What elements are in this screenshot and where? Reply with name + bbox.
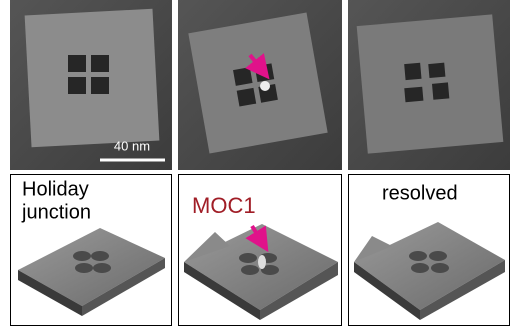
panel-label: Holiday xyxy=(22,178,89,200)
panel-label: MOC1 xyxy=(192,193,256,218)
afm-image-1: 40 nm xyxy=(10,0,172,170)
surface-panel-2: MOC1 xyxy=(179,175,342,326)
figure: 40 nm Holiday junction xyxy=(0,0,512,326)
panel-label: resolved xyxy=(382,182,458,204)
surface-panel-1: Holiday junction xyxy=(11,175,172,326)
surface-panel-3: resolved xyxy=(349,175,510,326)
scale-bar-label: 40 nm xyxy=(114,138,150,153)
afm-image-3 xyxy=(348,0,510,170)
afm-image-2 xyxy=(178,0,342,170)
panel-label: junction xyxy=(21,201,91,223)
